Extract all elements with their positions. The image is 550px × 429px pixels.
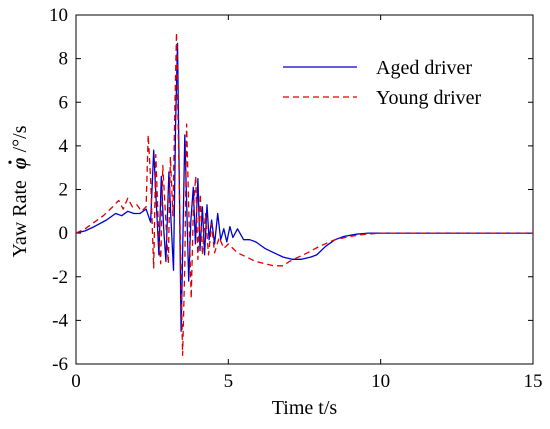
y-tick-label: 2 <box>59 180 69 201</box>
y-tick-label: 6 <box>59 92 69 113</box>
x-tick-label: 5 <box>224 371 234 392</box>
series-line-young-driver <box>76 31 533 356</box>
y-tick-label: 10 <box>49 5 68 26</box>
x-axis-ticks: 0 5 10 15 <box>71 15 543 392</box>
legend-label-aged-driver: Aged driver <box>376 57 472 79</box>
y-tick-label: 8 <box>59 49 69 70</box>
series-layer <box>76 31 533 356</box>
y-tick-label: -6 <box>52 354 68 375</box>
y-tick-label: -2 <box>52 267 68 288</box>
series-line-aged-driver <box>76 42 533 332</box>
legend-label-young-driver: Young driver <box>376 87 482 109</box>
x-tick-label: 10 <box>371 371 390 392</box>
y-axis-label-symbol: φ <box>9 157 31 169</box>
y-axis-ticks: -6 -4 -2 0 2 4 6 8 10 <box>49 5 533 375</box>
y-axis-label-name: Yaw Rate <box>9 180 31 258</box>
legend: Aged driver Young driver <box>283 57 482 109</box>
y-tick-label: 4 <box>59 136 69 157</box>
y-axis-label: Yaw Rate φ /°/s <box>8 125 31 258</box>
x-tick-label: 0 <box>71 371 81 392</box>
y-tick-label: 0 <box>59 223 69 244</box>
svg-text:Yaw Rate φ /°/: Yaw Rate φ /°/s <box>9 125 31 257</box>
y-tick-label: -4 <box>52 310 68 331</box>
x-axis-label: Time t/s <box>272 397 338 419</box>
x-tick-label: 15 <box>524 371 543 392</box>
y-axis-derivative-dot <box>8 160 12 164</box>
y-axis-label-unit: /°/s <box>9 125 31 152</box>
